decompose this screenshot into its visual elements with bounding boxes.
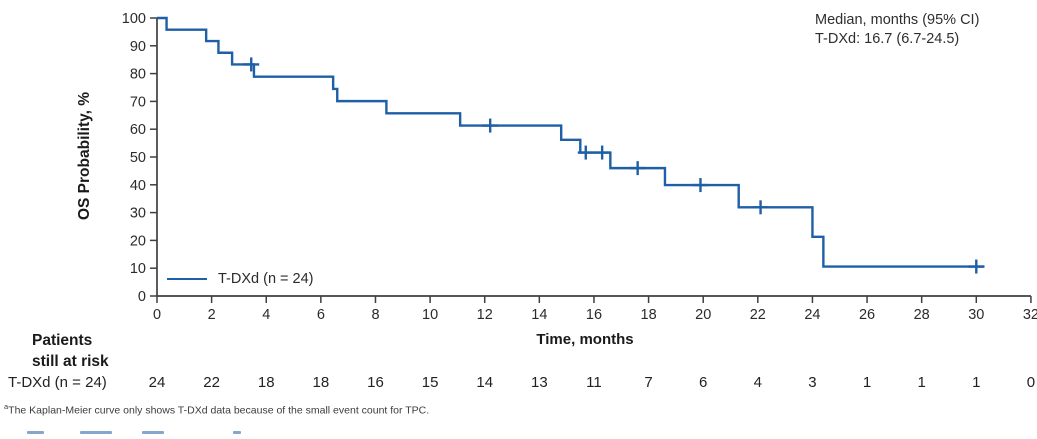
risk-value: 18 <box>257 374 275 391</box>
risk-value: 14 <box>476 374 494 391</box>
x-tick-label: 0 <box>153 307 161 323</box>
clipped-text-fragment <box>27 431 44 434</box>
x-tick-label: 16 <box>586 307 602 323</box>
x-tick-label: 24 <box>804 307 820 323</box>
x-tick-label: 30 <box>968 307 984 323</box>
x-tick-label: 6 <box>317 307 325 323</box>
y-tick-label: 40 <box>130 178 146 194</box>
risk-value: 7 <box>644 374 653 391</box>
y-tick-label: 60 <box>130 122 146 138</box>
clipped-text-fragment <box>142 431 164 434</box>
y-tick-label: 70 <box>130 94 146 110</box>
risk-value: 13 <box>530 374 548 391</box>
risk-table-header: Patients still at risk <box>32 330 109 372</box>
legend-line-swatch <box>167 278 207 280</box>
legend: T-DXd (n = 24) <box>167 271 314 287</box>
y-tick-label: 30 <box>130 206 146 222</box>
x-tick-label: 22 <box>750 307 766 323</box>
risk-value: 1 <box>862 374 872 391</box>
x-tick-label: 14 <box>531 307 547 323</box>
y-tick-label: 90 <box>130 39 146 55</box>
risk-value: 11 <box>586 374 602 391</box>
risk-header-line2: still at risk <box>32 353 109 370</box>
risk-value: 16 <box>367 374 384 391</box>
y-tick-label: 80 <box>130 67 146 83</box>
risk-row-label: T-DXd (n = 24) <box>8 374 107 391</box>
x-tick-label: 28 <box>914 307 930 323</box>
y-tick-label: 50 <box>130 150 146 166</box>
x-tick-label: 32 <box>1023 307 1037 323</box>
y-tick-label: 100 <box>122 11 146 27</box>
risk-header-line1: Patients <box>32 332 93 349</box>
x-tick-label: 20 <box>695 307 711 323</box>
risk-value: 18 <box>312 374 330 391</box>
km-curve-t-dxd <box>157 16 985 268</box>
x-tick-label: 12 <box>477 307 493 323</box>
risk-value: 1 <box>917 374 926 391</box>
risk-value: 0 <box>1026 374 1036 391</box>
median-annotation-header: Median, months (95% CI) <box>815 12 980 28</box>
risk-value: 22 <box>203 374 220 391</box>
x-tick-label: 8 <box>371 307 379 323</box>
risk-value: 4 <box>753 374 762 391</box>
y-tick-label: 10 <box>130 261 146 277</box>
legend-label: T-DXd (n = 24) <box>218 271 314 287</box>
y-tick-label: 20 <box>130 233 146 249</box>
x-tick-label: 26 <box>859 307 875 323</box>
clipped-text-fragment <box>233 431 241 434</box>
risk-value: 3 <box>808 374 817 391</box>
x-axis-title: Time, months <box>536 331 634 348</box>
footnote-marker: a <box>4 402 9 411</box>
risk-value: 15 <box>421 374 439 391</box>
median-annotation-value: T-DXd: 16.7 (6.7-24.5) <box>815 31 960 47</box>
clipped-text-fragment <box>80 431 112 434</box>
risk-value: 24 <box>148 374 166 391</box>
y-tick-label: 0 <box>138 289 146 305</box>
risk-value: 6 <box>699 374 708 391</box>
x-tick-label: 10 <box>422 307 438 323</box>
footnote: aThe Kaplan-Meier curve only shows T-DXd… <box>4 402 429 417</box>
risk-value: 1 <box>972 374 981 391</box>
x-tick-label: 2 <box>208 307 216 323</box>
x-tick-label: 4 <box>262 307 270 323</box>
footnote-text: The Kaplan-Meier curve only shows T-DXd … <box>8 404 430 417</box>
median-annotation: Median, months (95% CI) T-DXd: 16.7 (6.7… <box>815 11 979 49</box>
x-tick-label: 18 <box>641 307 657 323</box>
